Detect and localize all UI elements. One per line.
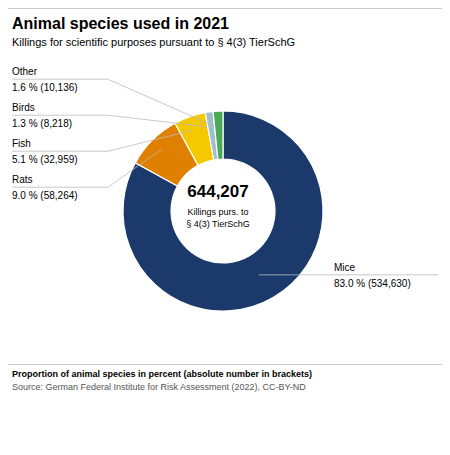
svg-text:Mice: Mice — [334, 262, 356, 273]
svg-text:1.6 % (10,136): 1.6 % (10,136) — [12, 82, 78, 93]
svg-text:Rats: Rats — [12, 174, 33, 185]
html-text:Source: German Federal Institu: Source: German Federal Institute for Ris… — [12, 382, 306, 392]
html-text:Animal species used in 2021: Animal species used in 2021 — [12, 15, 229, 32]
html-text:§ 4(3) TierSchG: § 4(3) TierSchG — [186, 219, 250, 229]
svg-text:83.0 % (534,630): 83.0 % (534,630) — [334, 278, 411, 289]
html-text:644,207: 644,207 — [187, 182, 249, 201]
html-text:Proportion of animal species i: Proportion of animal species in percent … — [12, 369, 313, 379]
svg-text:1.3 % (8,218): 1.3 % (8,218) — [12, 118, 72, 129]
html-text:Killings purs. to: Killings purs. to — [187, 207, 249, 217]
svg-text:Fish: Fish — [12, 138, 31, 149]
svg-text:Birds: Birds — [12, 102, 35, 113]
svg-text:5.1 % (32,959): 5.1 % (32,959) — [12, 154, 78, 165]
svg-text:9.0 % (58,264): 9.0 % (58,264) — [12, 190, 78, 201]
svg-text:Other: Other — [12, 66, 38, 77]
html-text:Killings for scientific purpos: Killings for scientific purposes pursuan… — [12, 36, 296, 48]
